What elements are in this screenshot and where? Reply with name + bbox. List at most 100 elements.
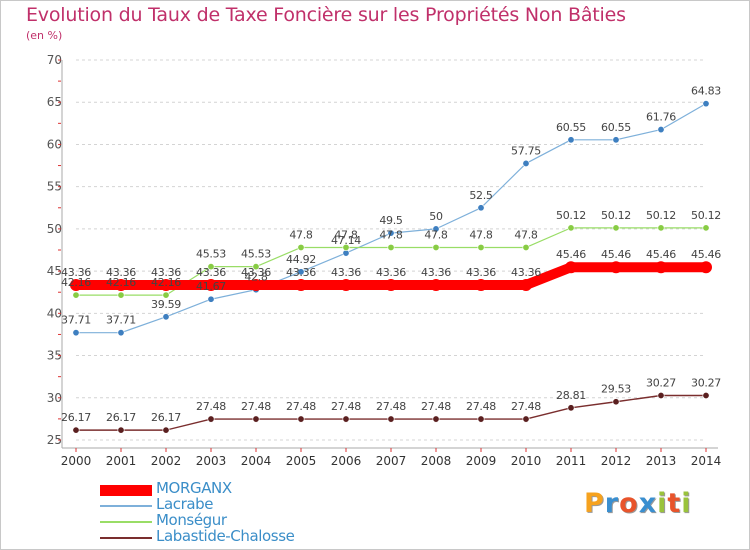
data-point <box>430 278 442 291</box>
data-label: 47.8 <box>379 228 403 241</box>
data-label: 26.17 <box>61 411 91 424</box>
data-label: 43.36 <box>331 266 361 279</box>
data-point <box>207 295 215 303</box>
data-point <box>567 136 575 144</box>
data-label: 45.46 <box>646 248 676 261</box>
data-point <box>657 126 665 134</box>
data-point <box>297 243 305 251</box>
data-label: 27.48 <box>376 400 406 413</box>
data-label: 26.17 <box>106 411 136 424</box>
data-label: 43.36 <box>196 266 226 279</box>
x-tick-label: 2013 <box>646 454 677 468</box>
data-label: 37.71 <box>106 314 136 327</box>
data-point <box>117 426 125 434</box>
data-label: 45.46 <box>556 248 586 261</box>
data-point <box>250 278 262 291</box>
data-label: 43.36 <box>466 266 496 279</box>
x-tick-label: 2005 <box>286 454 317 468</box>
data-label: 45.53 <box>241 248 271 261</box>
data-point <box>387 415 395 423</box>
data-label: 41.67 <box>196 280 226 293</box>
data-label: 50 <box>429 210 443 223</box>
data-label: 43.36 <box>61 266 91 279</box>
data-point <box>702 100 710 108</box>
y-tick-label: 25 <box>47 433 62 447</box>
legend-item: MORGANX <box>100 479 360 498</box>
data-point <box>160 278 172 291</box>
x-tick-label: 2009 <box>466 454 497 468</box>
data-label: 47.8 <box>334 228 358 241</box>
x-tick-label: 2001 <box>106 454 137 468</box>
legend-item: Monségur <box>100 511 360 530</box>
data-label: 43.36 <box>421 266 451 279</box>
data-label: 47.14 <box>331 234 361 247</box>
data-point <box>612 224 620 232</box>
legend-swatch <box>100 537 152 539</box>
data-label: 43.36 <box>151 266 181 279</box>
legend-label: Labastide-Chalosse <box>156 527 295 545</box>
data-point <box>477 243 485 251</box>
data-label: 43.36 <box>286 266 316 279</box>
data-label: 64.83 <box>691 85 721 98</box>
data-label: 43.36 <box>511 266 541 279</box>
data-point <box>295 278 307 291</box>
y-tick-label: 40 <box>47 306 62 320</box>
data-label: 29.53 <box>601 383 631 396</box>
y-tick-label: 55 <box>47 180 62 194</box>
data-label: 50.12 <box>691 209 721 222</box>
x-tick-label: 2014 <box>691 454 722 468</box>
data-point <box>342 243 350 251</box>
data-point <box>700 261 712 274</box>
data-point <box>477 204 485 212</box>
legend-label: Monségur <box>156 511 227 529</box>
data-point <box>72 426 80 434</box>
data-point <box>612 136 620 144</box>
data-label: 49.5 <box>379 214 403 227</box>
data-point <box>522 243 530 251</box>
data-point <box>340 278 352 291</box>
data-label: 52.5 <box>469 189 493 202</box>
data-label: 27.48 <box>241 400 271 413</box>
data-label: 47.8 <box>289 228 313 241</box>
data-point <box>565 261 577 274</box>
data-label: 42.16 <box>106 276 136 289</box>
data-point <box>72 291 80 299</box>
logo-letter: i <box>657 488 668 519</box>
data-label: 45.53 <box>196 248 226 261</box>
data-point <box>702 391 710 399</box>
data-label: 50.12 <box>601 209 631 222</box>
data-label: 61.76 <box>646 111 676 124</box>
data-point <box>657 224 665 232</box>
y-tick-label: 50 <box>47 222 62 236</box>
logo-letter: x <box>638 488 658 519</box>
data-label: 47.8 <box>514 228 538 241</box>
data-point <box>610 261 622 274</box>
data-label: 42.8 <box>244 271 268 284</box>
x-tick-label: 2000 <box>61 454 92 468</box>
x-tick-label: 2011 <box>556 454 587 468</box>
data-label: 26.17 <box>151 411 181 424</box>
chart-title: Evolution du Taux de Taxe Foncière sur l… <box>26 4 626 26</box>
data-point <box>655 261 667 274</box>
data-point <box>387 243 395 251</box>
data-label: 47.8 <box>424 228 448 241</box>
data-point <box>117 291 125 299</box>
data-point <box>522 415 530 423</box>
data-point <box>207 263 215 271</box>
x-tick-label: 2003 <box>196 454 227 468</box>
proxiti-logo: Proxiti <box>584 488 692 519</box>
data-point <box>432 243 440 251</box>
data-point <box>567 404 575 412</box>
data-point <box>385 278 397 291</box>
data-point <box>252 415 260 423</box>
data-point <box>115 278 127 291</box>
data-point <box>520 278 532 291</box>
data-label: 43.36 <box>376 266 406 279</box>
data-label: 50.12 <box>646 209 676 222</box>
data-point <box>297 415 305 423</box>
data-point <box>342 415 350 423</box>
data-point <box>207 415 215 423</box>
logo-letter: P <box>584 488 605 519</box>
